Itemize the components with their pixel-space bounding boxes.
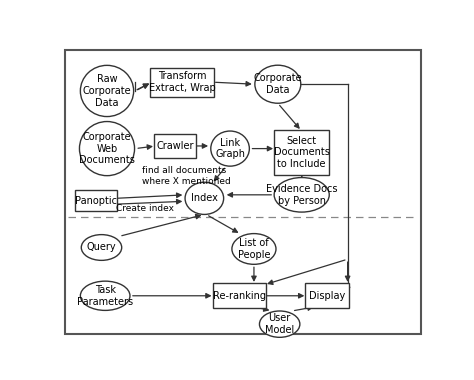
Text: Index: Index (191, 193, 218, 203)
Text: Re-ranking: Re-ranking (213, 291, 266, 301)
Ellipse shape (81, 281, 130, 310)
Text: Query: Query (87, 242, 116, 252)
FancyBboxPatch shape (213, 283, 266, 308)
Text: User
Model: User Model (265, 314, 294, 335)
Text: Select
Documents
to Include: Select Documents to Include (274, 136, 329, 169)
Text: find all documents
where X mentioned: find all documents where X mentioned (142, 166, 231, 185)
Text: Link
Graph: Link Graph (215, 138, 245, 159)
Text: Corporate
Data: Corporate Data (254, 73, 302, 95)
Text: Evidence Docs
by Person: Evidence Docs by Person (266, 184, 337, 206)
Text: Crawler: Crawler (156, 141, 194, 151)
Ellipse shape (259, 311, 300, 337)
Ellipse shape (232, 234, 276, 264)
FancyBboxPatch shape (150, 68, 214, 97)
Ellipse shape (274, 177, 329, 212)
FancyBboxPatch shape (75, 190, 117, 211)
Text: Transform
Extract, Wrap: Transform Extract, Wrap (149, 71, 216, 93)
Text: Create index: Create index (116, 204, 174, 213)
Text: Raw
Corporate
Data: Raw Corporate Data (82, 74, 131, 108)
Ellipse shape (81, 65, 134, 117)
Text: List of
People: List of People (237, 238, 270, 260)
Ellipse shape (80, 122, 135, 176)
Ellipse shape (211, 131, 249, 166)
FancyBboxPatch shape (305, 283, 349, 308)
Text: Corporate
Web
Documents: Corporate Web Documents (79, 132, 135, 165)
Ellipse shape (185, 182, 224, 214)
Text: Panoptic: Panoptic (75, 196, 117, 206)
Ellipse shape (82, 234, 122, 260)
FancyBboxPatch shape (154, 134, 196, 158)
Text: Display: Display (310, 291, 346, 301)
Ellipse shape (255, 65, 301, 103)
FancyBboxPatch shape (274, 130, 329, 175)
FancyBboxPatch shape (65, 50, 421, 334)
Text: Task
Parameters: Task Parameters (77, 285, 133, 307)
